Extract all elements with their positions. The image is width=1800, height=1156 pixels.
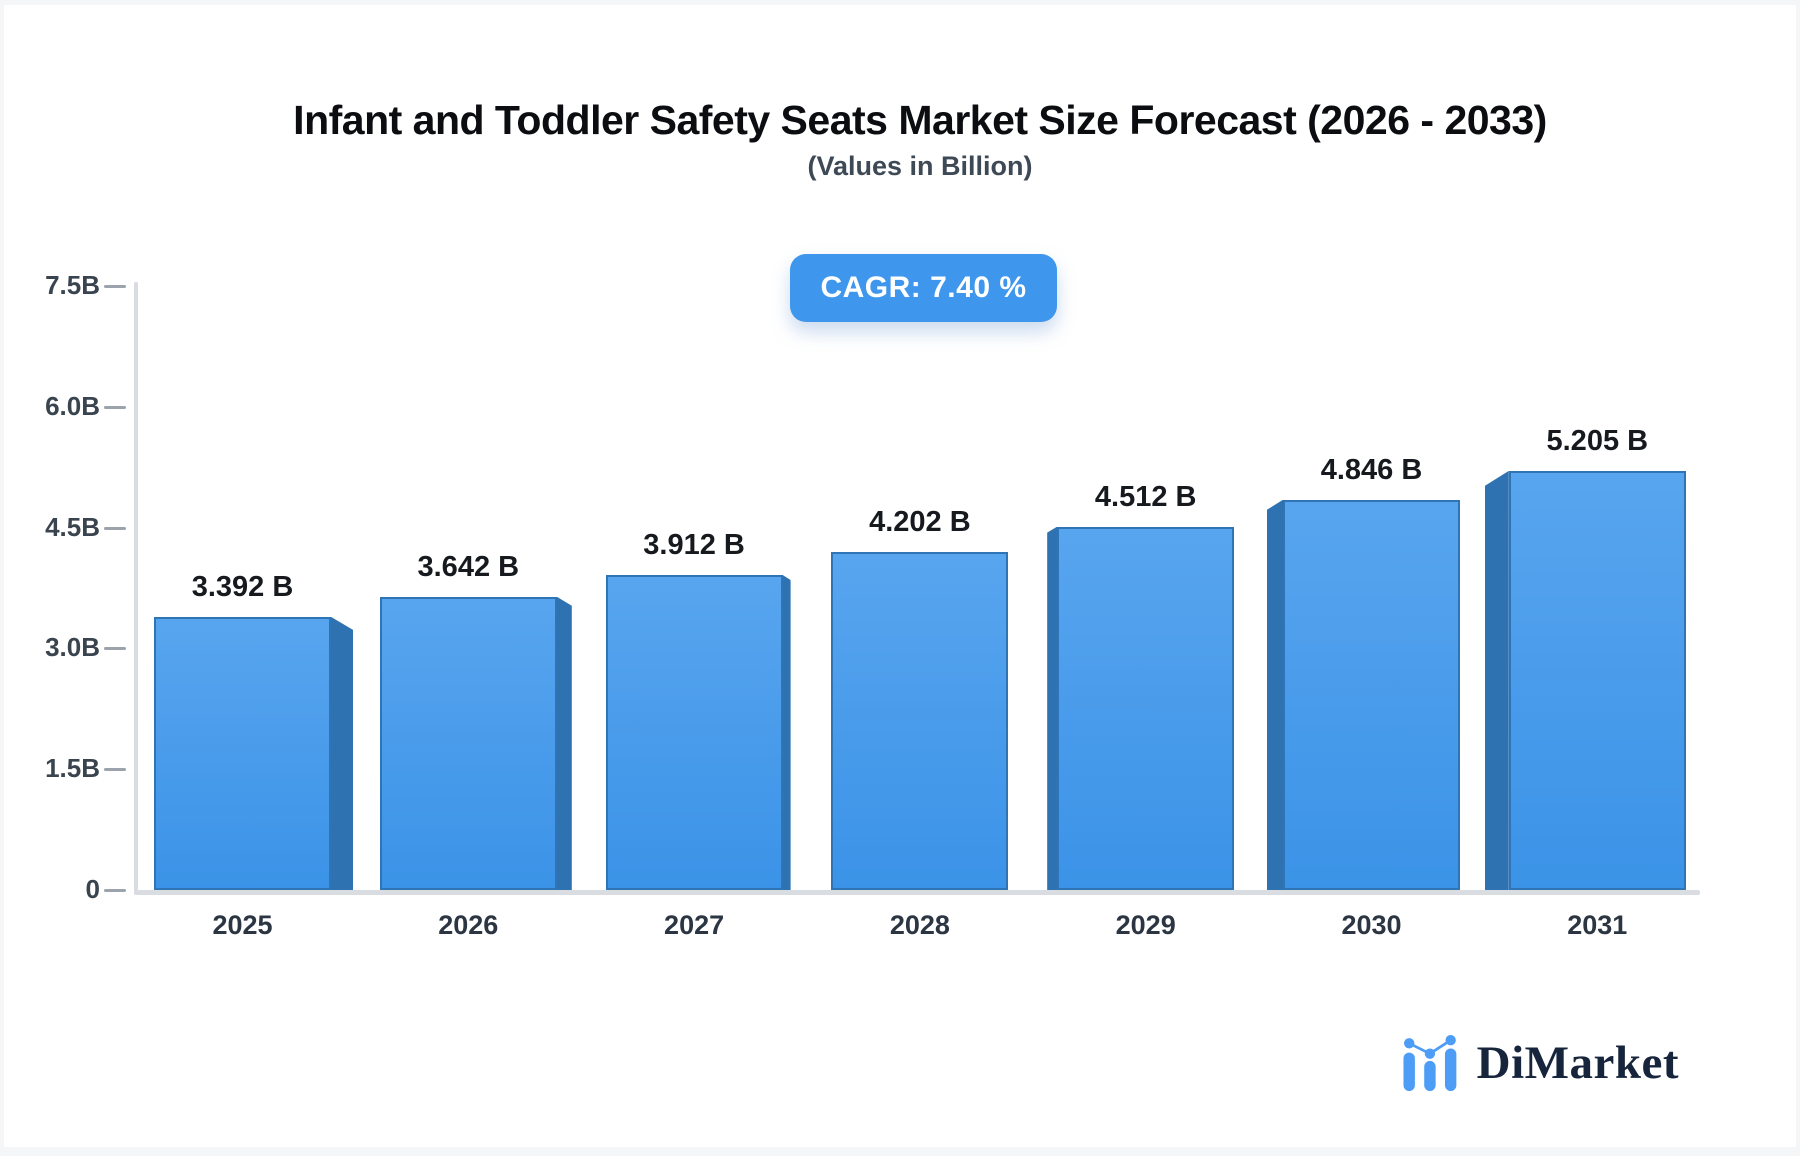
y-tick-label: 0 xyxy=(85,874,100,904)
x-category-label: 2029 xyxy=(1115,910,1176,940)
bar-value-label: 4.512 B xyxy=(1094,480,1197,513)
y-tick-dash xyxy=(104,285,126,288)
bar-2029 xyxy=(1057,526,1235,890)
bar-value-label: 4.846 B xyxy=(1320,453,1423,486)
bar-side-2027 xyxy=(782,574,791,890)
y-tick-dash xyxy=(104,647,126,651)
cagr-badge: CAGR: 7.40 % xyxy=(790,254,1057,322)
x-category-label: 2028 xyxy=(889,910,950,940)
bar-side-2025 xyxy=(331,616,353,890)
y-tick-label: 4.5B xyxy=(45,511,100,542)
y-tick-label: 1.5B xyxy=(45,753,100,784)
page-subtitle: (Values in Billion) xyxy=(807,151,1033,181)
bar-value-label: 3.392 B xyxy=(191,570,294,603)
x-category-label: 2025 xyxy=(212,910,273,940)
x-category-label: 2031 xyxy=(1567,910,1628,940)
bar-side-2030 xyxy=(1267,499,1283,890)
bar-2030 xyxy=(1283,499,1460,890)
y-tick-label: 7.5B xyxy=(45,270,100,300)
bar-side-2031 xyxy=(1484,470,1509,890)
bar-value-label: 3.642 B xyxy=(417,550,520,583)
y-tick-dash xyxy=(104,405,126,409)
y-tick-dash xyxy=(104,768,126,772)
bar-value-label: 4.202 B xyxy=(869,505,971,538)
dimarket-logo: DiMarket xyxy=(1400,1035,1679,1091)
x-category-label: 2027 xyxy=(664,910,725,940)
bar-2026 xyxy=(379,596,557,890)
bar-2027 xyxy=(605,574,783,890)
bar-side-2026 xyxy=(556,596,572,890)
x-category-label: 2030 xyxy=(1341,910,1402,940)
bar-value-label: 5.205 B xyxy=(1546,424,1649,457)
bar-chart-trend-icon xyxy=(1403,1035,1456,1091)
y-tick-label: 3.0B xyxy=(45,632,100,663)
y-axis-line xyxy=(134,282,138,895)
chart-card: Infant and Toddler Safety Seats Market S… xyxy=(4,5,1796,1147)
logo-text: DiMarket xyxy=(1476,1037,1679,1089)
y-tick-label: 6.0B xyxy=(45,390,100,421)
bar-side-2029 xyxy=(1047,526,1058,890)
x-axis-line xyxy=(134,890,1700,895)
bar-chart: 7.5B 6.0B 4.5B 3.0B 1.5B 0 3.392 B 2025 3.642 B 2… xyxy=(4,5,1796,1147)
bar-2028 xyxy=(831,551,1009,890)
y-tick-dash xyxy=(104,526,126,530)
bar-2025 xyxy=(154,616,331,890)
bar-value-label: 3.912 B xyxy=(643,528,745,561)
x-category-label: 2026 xyxy=(438,910,499,940)
page-title: Infant and Toddler Safety Seats Market S… xyxy=(293,97,1547,143)
y-tick-dash xyxy=(104,889,126,892)
bar-2031 xyxy=(1508,470,1686,890)
